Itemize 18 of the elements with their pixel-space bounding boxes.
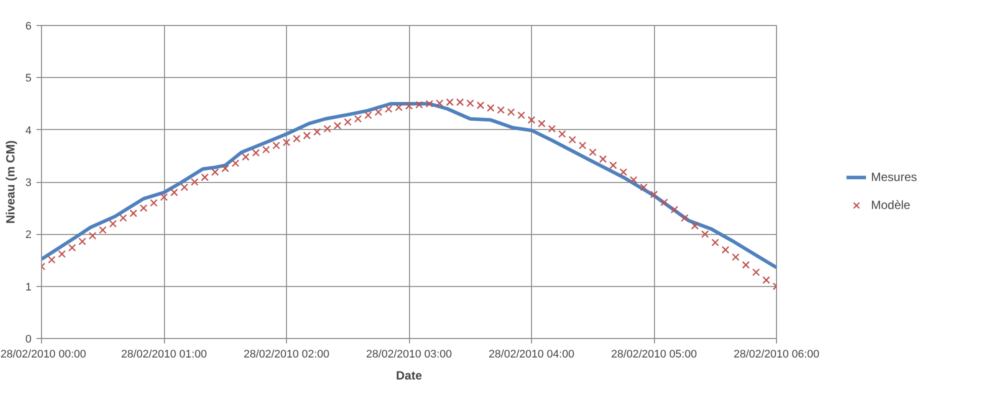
y-tick-label: 3 [25, 177, 32, 189]
x-tick-label: 28/02/2010 05:00 [611, 348, 697, 360]
legend-label: Modèle [871, 198, 910, 212]
y-axis-title: Niveau (m CM) [3, 140, 18, 224]
x-tick-label: 28/02/2010 01:00 [121, 348, 207, 360]
y-tick-label: 2 [25, 229, 32, 242]
x-tick-label: 28/02/2010 02:00 [244, 348, 330, 360]
y-tick-label: 0 [25, 334, 32, 346]
y-tick-label: 5 [25, 72, 32, 85]
x-tick-label: 28/02/2010 04:00 [488, 348, 574, 360]
x-axis-title: Date [396, 368, 422, 382]
legend-label: Mesures [871, 170, 918, 184]
y-tick-label: 6 [25, 20, 32, 32]
y-tick-label: 4 [25, 124, 32, 137]
x-tick-label: 28/02/2010 03:00 [366, 348, 452, 360]
y-tick-label: 1 [25, 281, 32, 294]
x-tick-label: 28/02/2010 00:00 [0, 348, 86, 360]
x-tick-label: 28/02/2010 06:00 [734, 348, 820, 360]
